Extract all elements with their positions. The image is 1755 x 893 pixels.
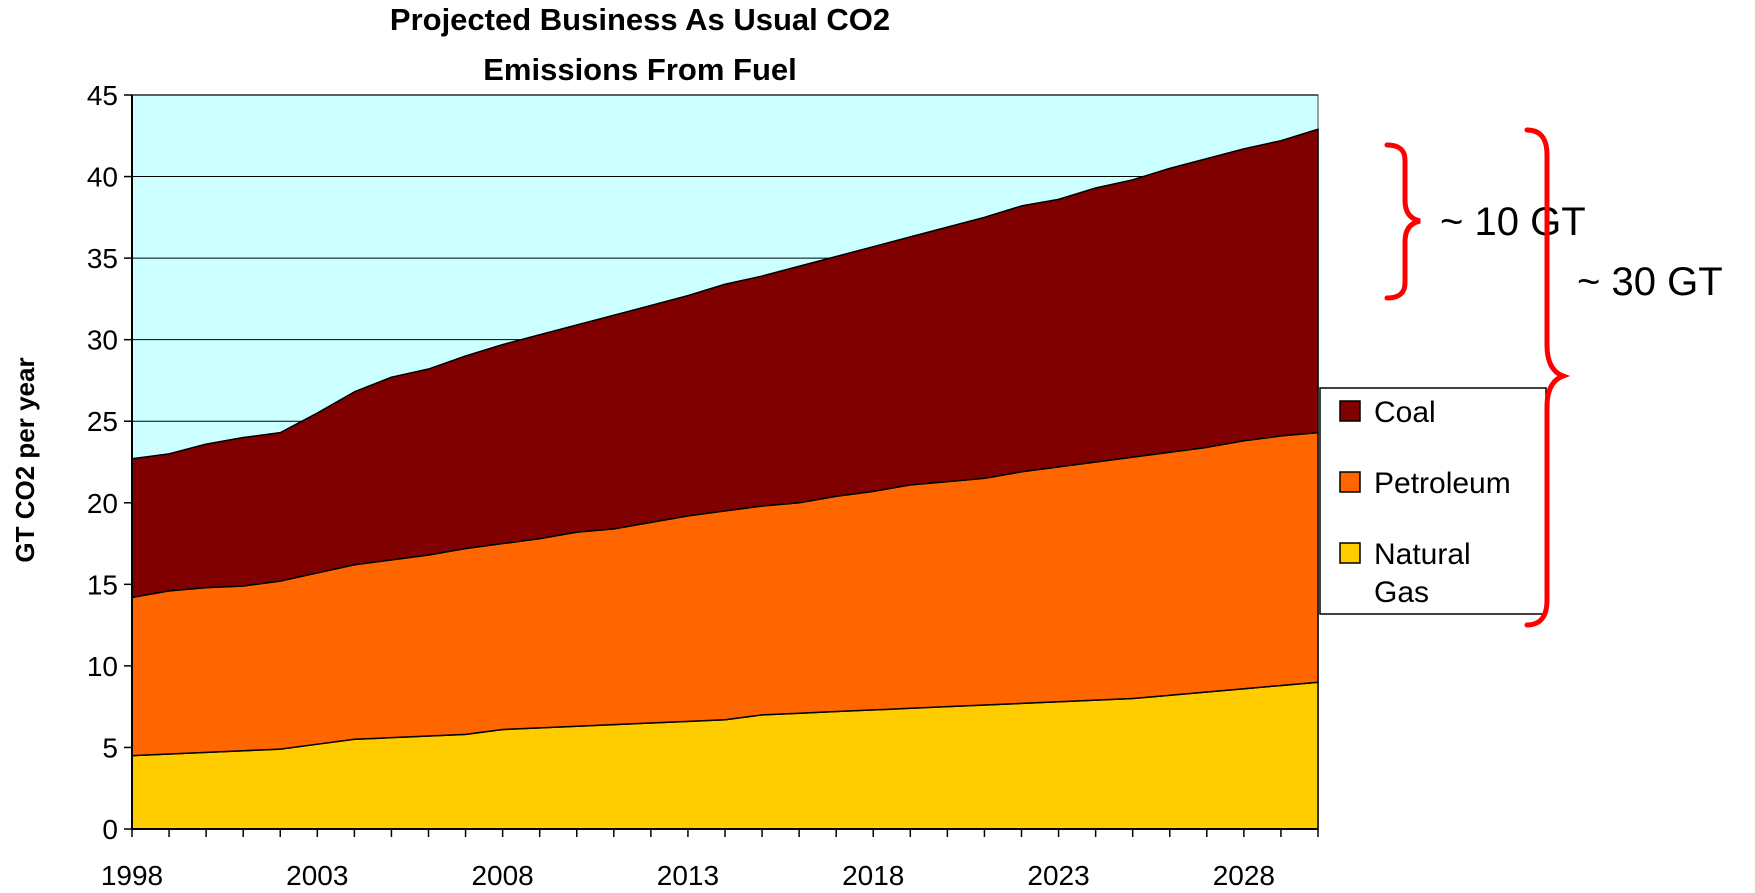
x-tick-label: 2018 <box>842 860 904 891</box>
legend-label-natural-gas: Gas <box>1374 576 1429 609</box>
y-tick-label: 30 <box>87 325 118 356</box>
legend-swatch-natural-gas <box>1339 542 1361 564</box>
x-tick-label: 2008 <box>471 860 533 891</box>
y-tick-label: 20 <box>87 488 118 519</box>
legend-swatch-petroleum <box>1339 471 1361 493</box>
legend-box <box>1319 387 1547 615</box>
y-tick-labels: 0 5 10 15 20 25 30 35 40 45 <box>87 80 118 845</box>
brace-30gt-icon <box>1524 127 1571 628</box>
y-tick-label: 25 <box>87 406 118 437</box>
legend-label-petroleum: Petroleum <box>1374 467 1511 500</box>
stacked-areas <box>131 128 1319 830</box>
y-tick-label: 0 <box>102 814 118 845</box>
x-tick-label: 2013 <box>657 860 719 891</box>
y-tick-label: 5 <box>102 732 118 763</box>
y-tick-label: 15 <box>87 569 118 600</box>
x-tick-label: 2028 <box>1213 860 1275 891</box>
y-tick-label: 45 <box>87 80 118 111</box>
axes <box>124 94 1319 837</box>
chart-title-line-2: Emissions From Fuel <box>483 52 797 87</box>
legend-label-natural-gas: Natural <box>1374 538 1471 571</box>
x-tick-label: 2003 <box>286 860 348 891</box>
legend-swatch-coal <box>1339 400 1361 422</box>
x-tick-label: 2023 <box>1027 860 1089 891</box>
annotation-10gt: ~ 10 GT <box>1440 200 1586 244</box>
y-tick-label: 10 <box>87 651 118 682</box>
x-tick-labels: 1998 2003 2008 2013 2018 2023 2028 <box>101 860 1275 891</box>
legend-label-coal: Coal <box>1374 396 1436 429</box>
y-axis-label: GT CO2 per year <box>10 357 40 562</box>
x-tick-label: 1998 <box>101 860 163 891</box>
y-tick-label: 40 <box>87 162 118 193</box>
annotation-30gt: ~ 30 GT <box>1577 260 1723 304</box>
legend: Coal Petroleum Natural Gas <box>1319 387 1547 615</box>
area-coal <box>131 128 1319 599</box>
y-tick-label: 35 <box>87 243 118 274</box>
brace-10gt-icon <box>1384 142 1421 301</box>
chart-title-line-1: Projected Business As Usual CO2 <box>390 2 890 37</box>
